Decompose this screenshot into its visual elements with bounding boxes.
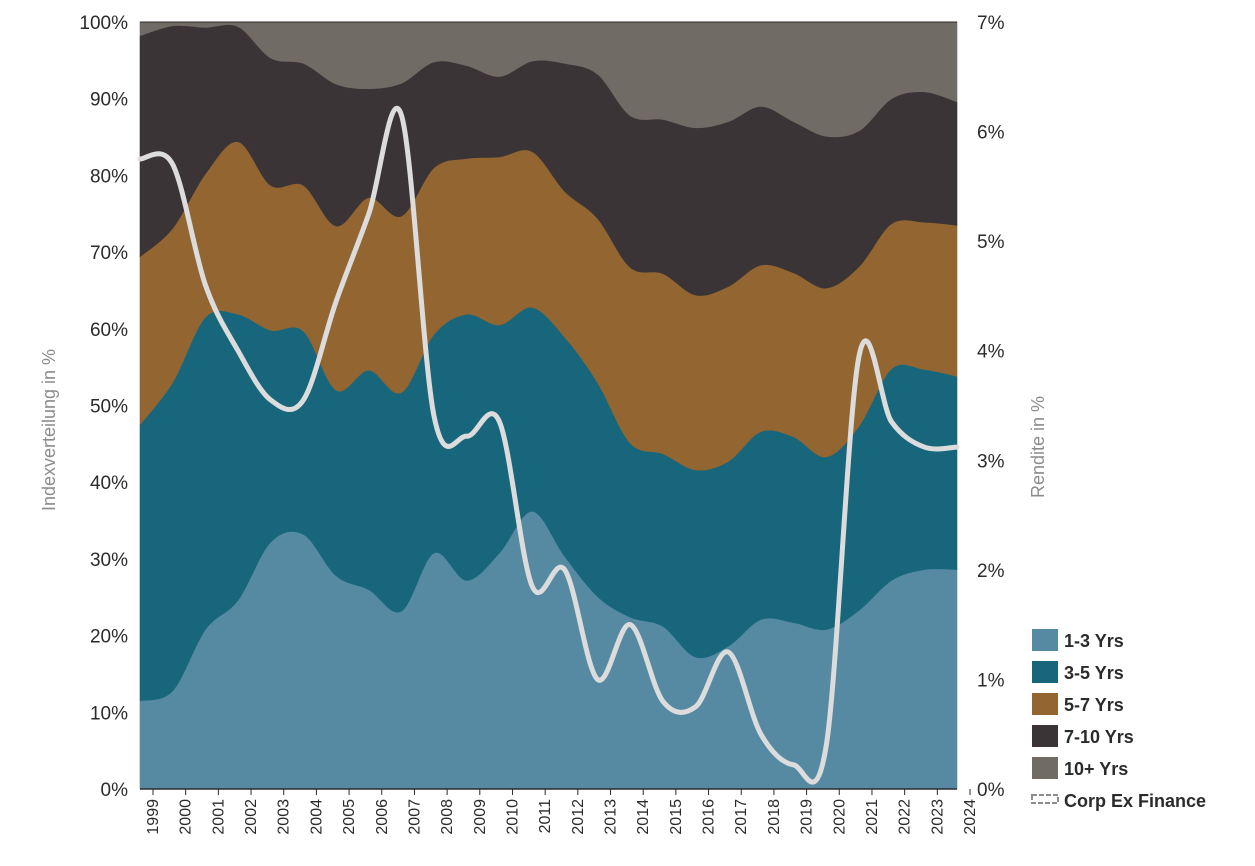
x-axis: 1999 2000 2001 2002 2003 2004 2005 2006 2007 2008… <box>145 789 979 835</box>
right-tick-label: 3% <box>977 451 1005 472</box>
x-tick-label: 2017 <box>733 799 750 835</box>
left-tick-label: 80% <box>90 166 128 187</box>
legend-label-7-10-yrs: 7-10 Yrs <box>1064 727 1134 747</box>
x-tick-label: 2016 <box>701 799 718 835</box>
x-tick-label: 2001 <box>210 799 227 835</box>
x-tick-label: 2003 <box>276 799 293 835</box>
legend-swatch-10-yrs <box>1032 757 1058 779</box>
x-tick-label: 2007 <box>406 799 423 835</box>
left-tick-label: 100% <box>79 13 128 34</box>
series-line-corp-ex-finance <box>137 105 960 785</box>
left-tick-label: 0% <box>101 780 129 801</box>
right-tick-label: 1% <box>977 670 1005 691</box>
legend-swatch-5-7-yrs <box>1032 693 1058 715</box>
legend-label-corp-ex-finance: Corp Ex Finance <box>1064 791 1206 811</box>
x-tick-label: 2009 <box>472 799 489 835</box>
right-tick-label: 4% <box>977 342 1005 363</box>
right-tick-label: 2% <box>977 561 1005 582</box>
left-tick-label: 20% <box>90 627 128 648</box>
right-tick-label: 7% <box>977 13 1005 34</box>
right-tick-label: 5% <box>977 232 1005 253</box>
x-tick-label: 2013 <box>603 799 620 835</box>
x-tick-label: 2004 <box>308 799 325 835</box>
left-tick-label: 60% <box>90 320 128 341</box>
x-tick-label: 1999 <box>145 799 162 835</box>
x-tick-label: 2023 <box>929 799 946 835</box>
left-tick-label: 70% <box>90 243 128 264</box>
legend-label-3-5-yrs: 3-5 Yrs <box>1064 663 1124 683</box>
legend-swatch-3-5-yrs <box>1032 661 1058 683</box>
x-tick-label: 2018 <box>766 799 783 835</box>
x-tick-label: 2008 <box>439 799 456 835</box>
right-y-axis: 0% 1% 2% 3% 4% 5% 6% 7% <box>977 13 1005 801</box>
left-tick-label: 90% <box>90 90 128 111</box>
legend-label-10-yrs: 10+ Yrs <box>1064 759 1128 779</box>
x-tick-label: 2022 <box>897 799 914 835</box>
x-tick-label: 2014 <box>635 799 652 835</box>
legend-label-1-3-yrs: 1-3 Yrs <box>1064 631 1124 651</box>
left-tick-label: 10% <box>90 703 128 724</box>
left-tick-label: 50% <box>90 397 128 418</box>
right-tick-label: 6% <box>977 123 1005 144</box>
x-tick-label: 2002 <box>243 799 260 835</box>
left-axis-title: Indexverteilung in % <box>39 349 59 511</box>
x-tick-label: 2024 <box>962 799 979 835</box>
x-tick-label: 2020 <box>831 799 848 835</box>
legend-swatch-corp-ex-finance <box>1031 794 1059 804</box>
axes <box>140 21 957 790</box>
x-tick-label: 2015 <box>668 799 685 835</box>
x-tick-label: 2010 <box>505 799 522 835</box>
x-tick-label: 2019 <box>799 799 816 835</box>
right-tick-label: 0% <box>977 780 1005 801</box>
left-tick-label: 30% <box>90 550 128 571</box>
legend-label-5-7-yrs: 5-7 Yrs <box>1064 695 1124 715</box>
x-tick-label: 2006 <box>374 799 391 835</box>
x-tick-label: 2011 <box>537 799 554 834</box>
legend-swatch-1-3-yrs <box>1032 629 1058 651</box>
legend-swatch-7-10-yrs <box>1032 725 1058 747</box>
x-tick-label: 2000 <box>178 799 195 835</box>
legend: 1-3 Yrs 3-5 Yrs 5-7 Yrs 7-10 Yrs 10+ Yrs Corp… <box>1031 629 1206 811</box>
left-y-axis: 0% 10% 20% 30% 40% 50% 60% 70% 80% 90% 100% <box>79 13 128 801</box>
x-tick-label: 2021 <box>864 799 881 835</box>
left-tick-label: 40% <box>90 473 128 494</box>
right-axis-title: Rendite in % <box>1028 396 1048 498</box>
x-tick-label: 2005 <box>341 799 358 835</box>
x-tick-label: 2012 <box>570 799 587 835</box>
